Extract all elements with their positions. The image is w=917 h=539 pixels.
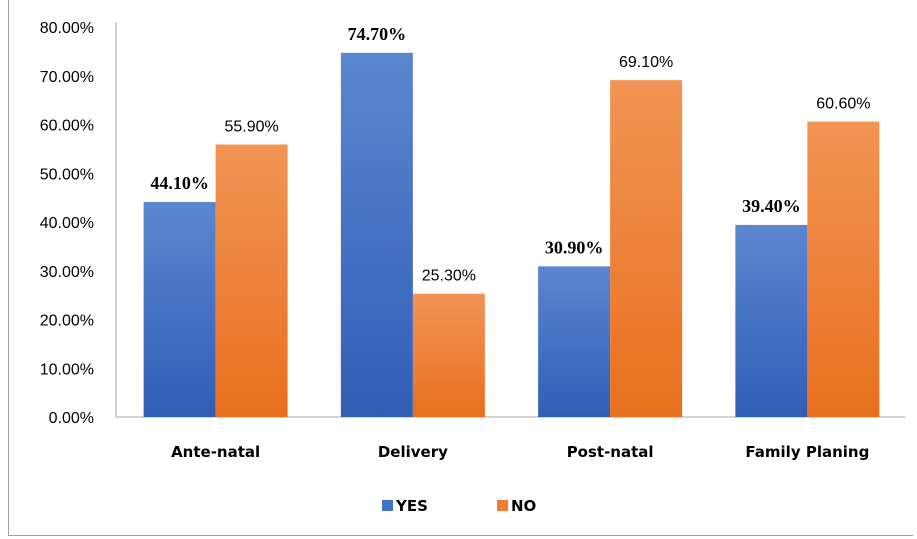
y-tick-label: 10.00% xyxy=(40,361,94,378)
bars xyxy=(143,52,880,418)
x-category-label: Post-natal xyxy=(567,443,654,461)
bar-yes xyxy=(143,202,216,417)
bar-no xyxy=(807,121,880,417)
data-label-yes: 74.70% xyxy=(348,24,407,44)
bar-no xyxy=(412,293,485,417)
bar-yes xyxy=(340,52,413,418)
legend: YES NO xyxy=(382,497,536,515)
y-tick-label: 70.00% xyxy=(40,69,94,86)
data-label-no: 60.60% xyxy=(816,96,870,113)
legend-swatch-yes xyxy=(382,500,393,511)
y-tick-label: 40.00% xyxy=(40,215,94,232)
x-category-label: Family Planing xyxy=(745,443,869,461)
data-label-yes: 30.90% xyxy=(545,237,604,257)
y-tick-label: 30.00% xyxy=(40,264,94,281)
data-label-no: 69.10% xyxy=(619,54,673,71)
bar-yes xyxy=(735,224,808,417)
legend-label-no: NO xyxy=(511,497,536,515)
bar-no xyxy=(610,80,683,417)
y-tick-label: 60.00% xyxy=(40,118,94,135)
data-label-yes: 39.40% xyxy=(742,196,801,216)
data-labels: 44.10% 55.90% 74.70% 25.30% 30.90% 69.10% 39.4… xyxy=(150,24,870,285)
legend-swatch-no xyxy=(497,500,508,511)
bar-no xyxy=(215,144,288,418)
x-category-label: Delivery xyxy=(378,443,448,461)
bar-yes xyxy=(538,266,611,417)
y-tick-label: 50.00% xyxy=(40,166,94,183)
y-tick-label: 20.00% xyxy=(40,313,94,330)
data-label-no: 25.30% xyxy=(422,268,476,285)
x-category-label: Ante-natal xyxy=(171,443,260,461)
data-label-yes: 44.10% xyxy=(150,173,209,193)
axes: 0.00% 10.00% 20.00% 30.00% 40.00% 50.00% 60.00… xyxy=(40,20,905,461)
y-tick-label: 80.00% xyxy=(40,20,94,37)
y-tick-label: 0.00% xyxy=(49,410,94,427)
chart-frame xyxy=(8,0,913,536)
legend-label-yes: YES xyxy=(395,497,428,515)
data-label-no: 55.90% xyxy=(224,118,278,135)
